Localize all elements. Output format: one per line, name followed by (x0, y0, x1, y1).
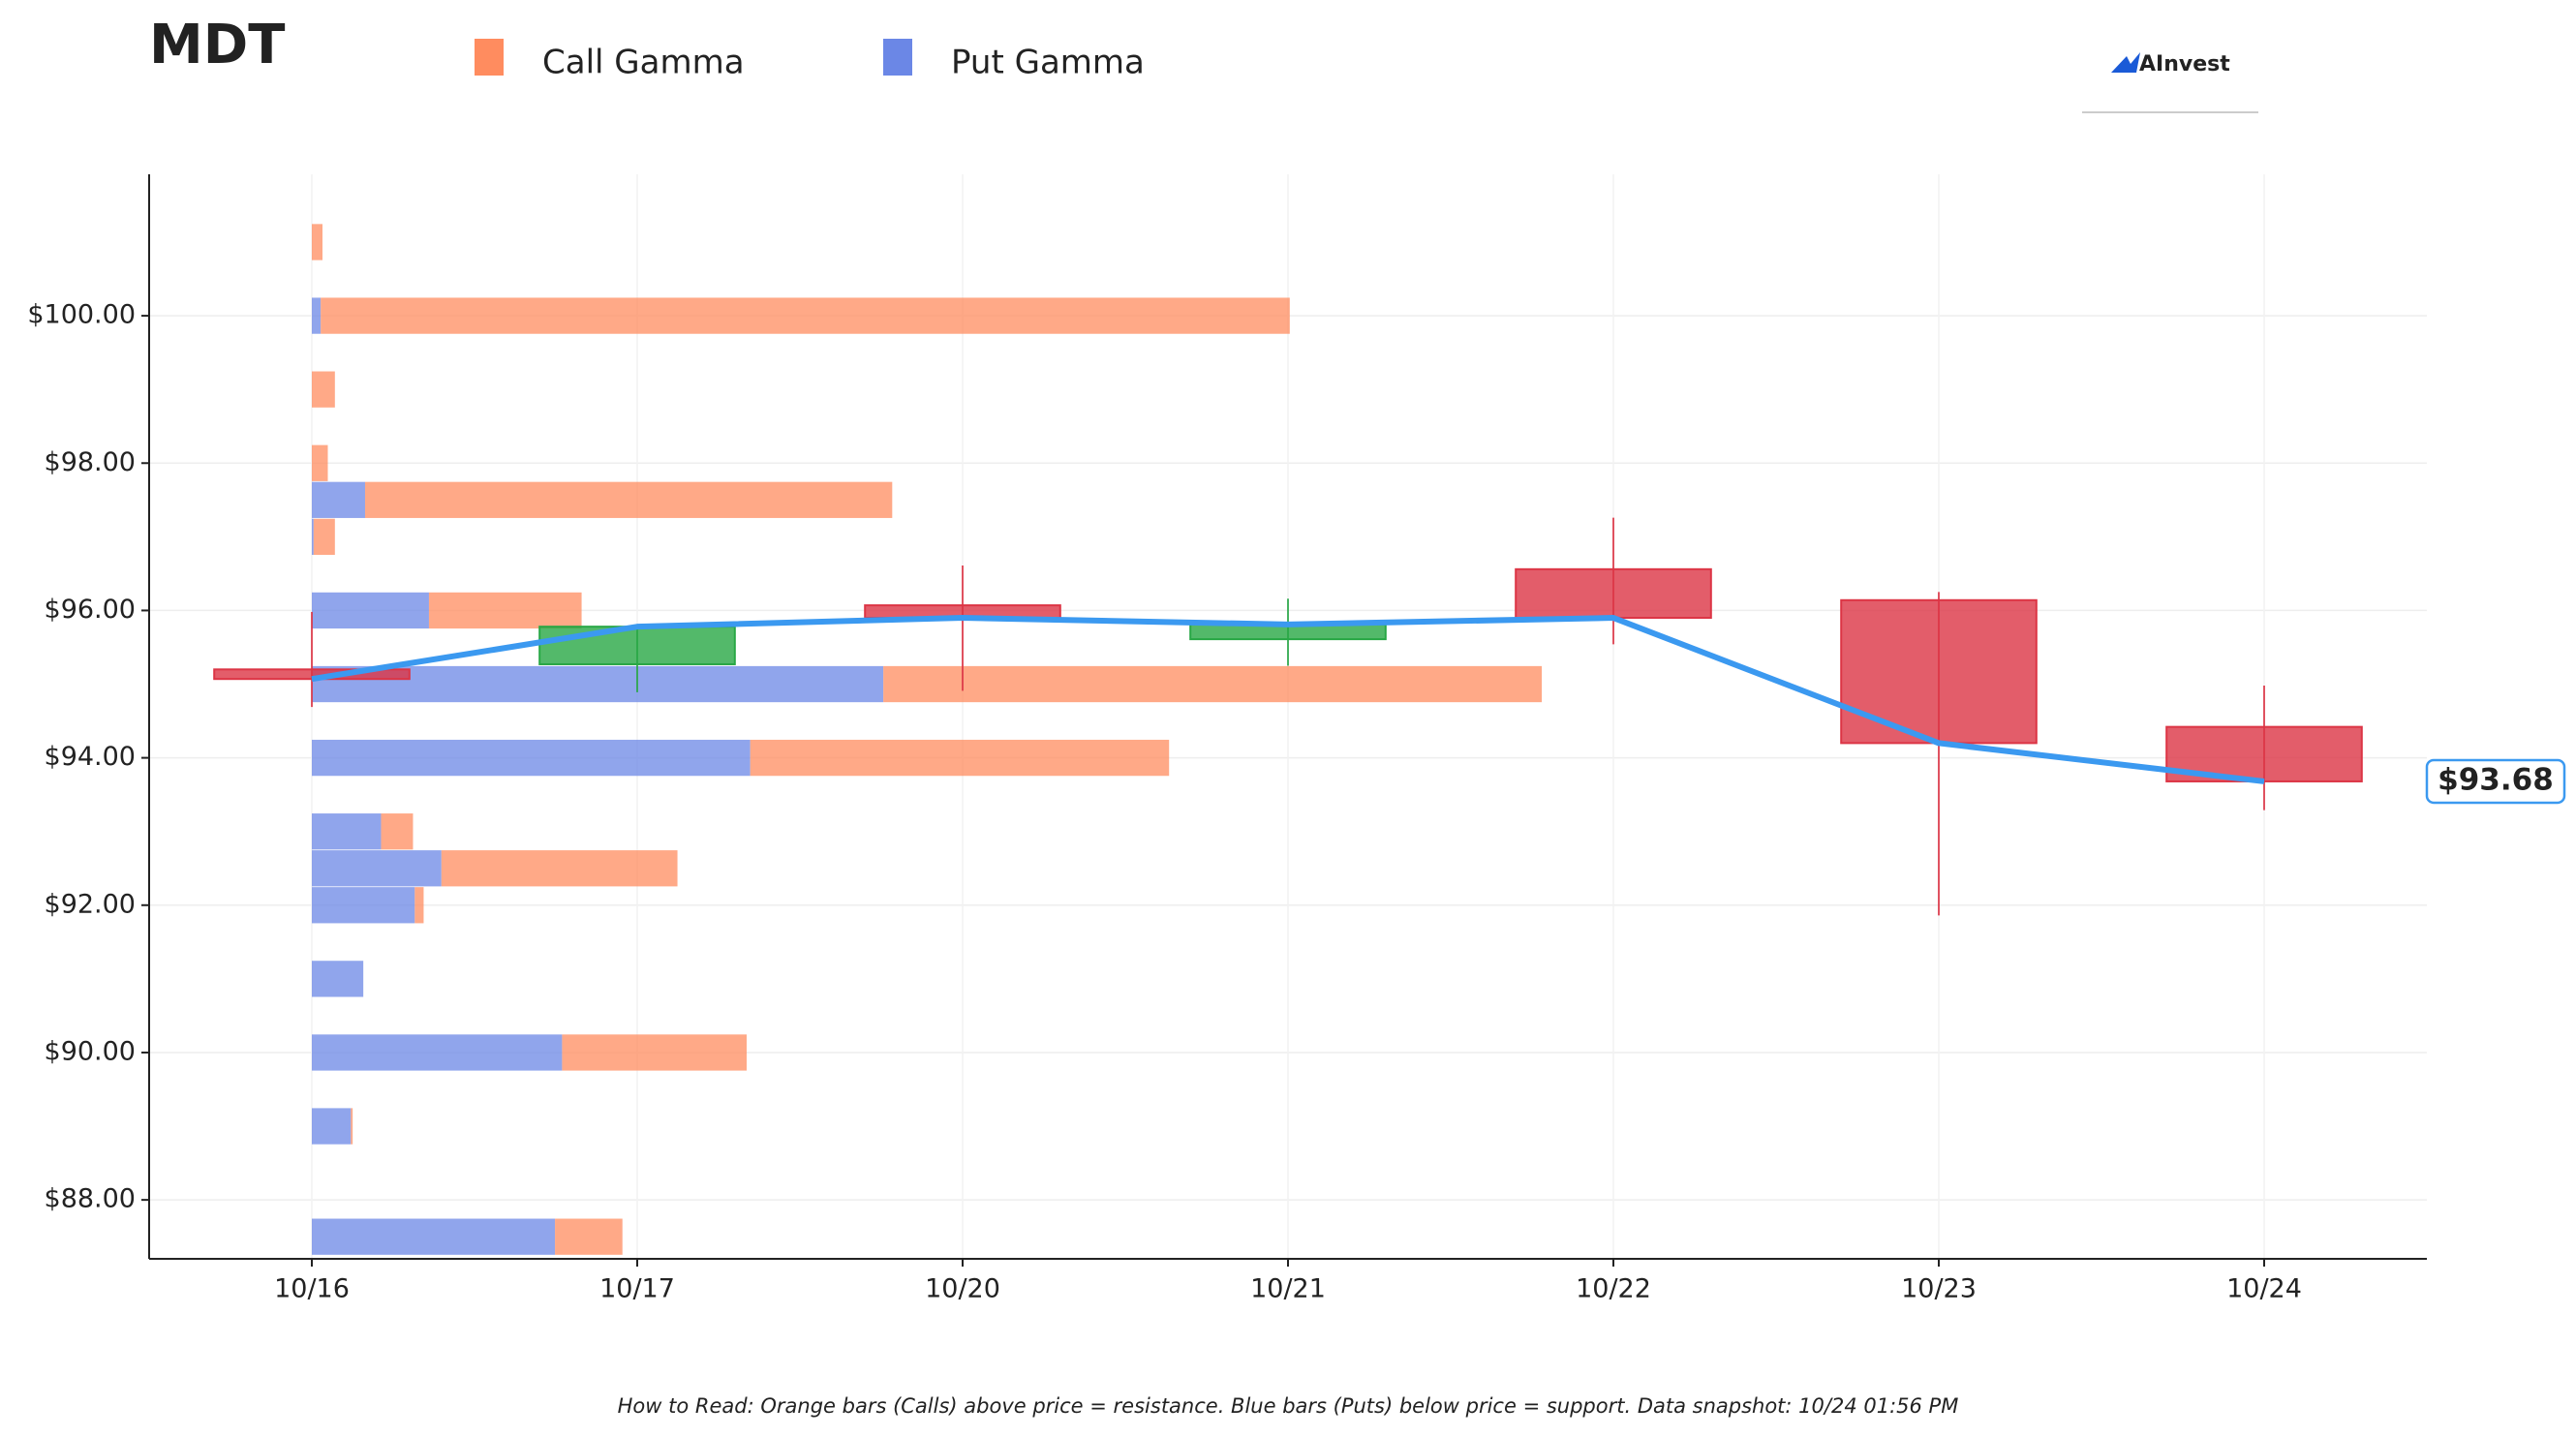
logo-icon (2111, 52, 2140, 73)
put-gamma-bar (312, 518, 314, 555)
y-tick-label: $88.00 (45, 1184, 136, 1214)
put-gamma-bar (312, 961, 364, 997)
y-tick-label: $92.00 (45, 889, 136, 919)
call-gamma-bar (441, 850, 678, 887)
logo: AInvest (2082, 52, 2258, 113)
put-gamma-bar (312, 481, 365, 518)
put-gamma-bar (312, 887, 415, 924)
call-gamma-bar (313, 518, 335, 555)
call-gamma-bar (312, 224, 322, 260)
x-tick-label: 10/20 (925, 1274, 1000, 1304)
x-tick-label: 10/16 (274, 1274, 350, 1304)
put-gamma-bar (312, 1218, 556, 1255)
call-gamma-bar (364, 481, 893, 518)
y-tick-label: $90.00 (45, 1036, 136, 1066)
x-tick-label: 10/24 (2226, 1274, 2302, 1304)
legend-label: Call Gamma (542, 44, 745, 82)
call-gamma-bar (351, 1108, 353, 1145)
put-gamma-bar (312, 297, 322, 334)
call-gamma-bar (414, 887, 424, 924)
x-tick-label: 10/17 (599, 1274, 675, 1304)
chart-title: MDT (149, 14, 285, 76)
x-tick-label: 10/22 (1576, 1274, 1651, 1304)
call-gamma-bar (381, 813, 414, 850)
put-gamma-bar (312, 1034, 563, 1071)
price-label: $93.68 (2438, 762, 2554, 797)
put-gamma-bar (312, 850, 442, 887)
x-tick-label: 10/21 (1250, 1274, 1326, 1304)
call-gamma-bar (312, 444, 328, 481)
put-gamma-bar (312, 739, 751, 777)
put-gamma-bar (312, 592, 429, 629)
call-gamma-bar (321, 297, 1290, 334)
y-tick-label: $96.00 (45, 595, 136, 625)
call-gamma-bar (555, 1218, 623, 1255)
logo-text: AInvest (2139, 52, 2230, 76)
close-line (311, 615, 2265, 784)
price-label-box (2425, 758, 2566, 805)
call-gamma-bar (562, 1034, 748, 1071)
x-tick-label: 10/23 (1901, 1274, 1977, 1304)
y-tick-label: $94.00 (45, 742, 136, 772)
call-gamma-bar (883, 665, 1543, 703)
put-gamma-bar (312, 1108, 352, 1145)
y-tick-label: $98.00 (45, 447, 136, 477)
put-gamma-bar (312, 813, 382, 850)
footnote: How to Read: Orange bars (Calls) above p… (618, 1394, 1959, 1418)
call-gamma-bar (750, 739, 1170, 777)
legend-swatch (475, 39, 504, 76)
y-tick-label: $100.00 (27, 300, 136, 330)
call-gamma-bar (428, 592, 582, 629)
call-gamma-bar (312, 371, 335, 408)
legend-label: Put Gamma (951, 44, 1145, 82)
legend-swatch (883, 39, 912, 76)
